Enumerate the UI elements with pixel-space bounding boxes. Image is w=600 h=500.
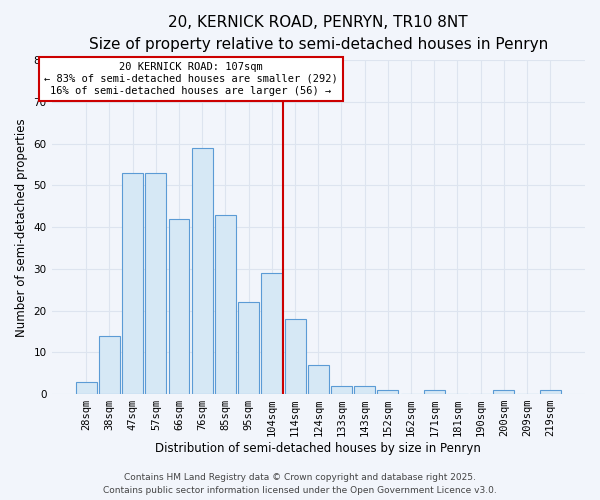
Bar <box>493 390 514 394</box>
Bar <box>262 273 283 394</box>
X-axis label: Distribution of semi-detached houses by size in Penryn: Distribution of semi-detached houses by … <box>155 442 481 455</box>
Title: 20, KERNICK ROAD, PENRYN, TR10 8NT
Size of property relative to semi-detached ho: 20, KERNICK ROAD, PENRYN, TR10 8NT Size … <box>89 15 548 52</box>
Bar <box>145 173 166 394</box>
Bar <box>192 148 212 394</box>
Bar <box>238 302 259 394</box>
Bar <box>76 382 97 394</box>
Bar <box>122 173 143 394</box>
Bar <box>215 214 236 394</box>
Bar <box>169 219 190 394</box>
Bar <box>424 390 445 394</box>
Bar <box>540 390 561 394</box>
Bar <box>284 319 305 394</box>
Bar <box>99 336 120 394</box>
Text: Contains HM Land Registry data © Crown copyright and database right 2025.
Contai: Contains HM Land Registry data © Crown c… <box>103 474 497 495</box>
Y-axis label: Number of semi-detached properties: Number of semi-detached properties <box>15 118 28 336</box>
Text: 20 KERNICK ROAD: 107sqm
← 83% of semi-detached houses are smaller (292)
16% of s: 20 KERNICK ROAD: 107sqm ← 83% of semi-de… <box>44 62 338 96</box>
Bar <box>354 386 375 394</box>
Bar <box>331 386 352 394</box>
Bar <box>377 390 398 394</box>
Bar <box>308 365 329 394</box>
